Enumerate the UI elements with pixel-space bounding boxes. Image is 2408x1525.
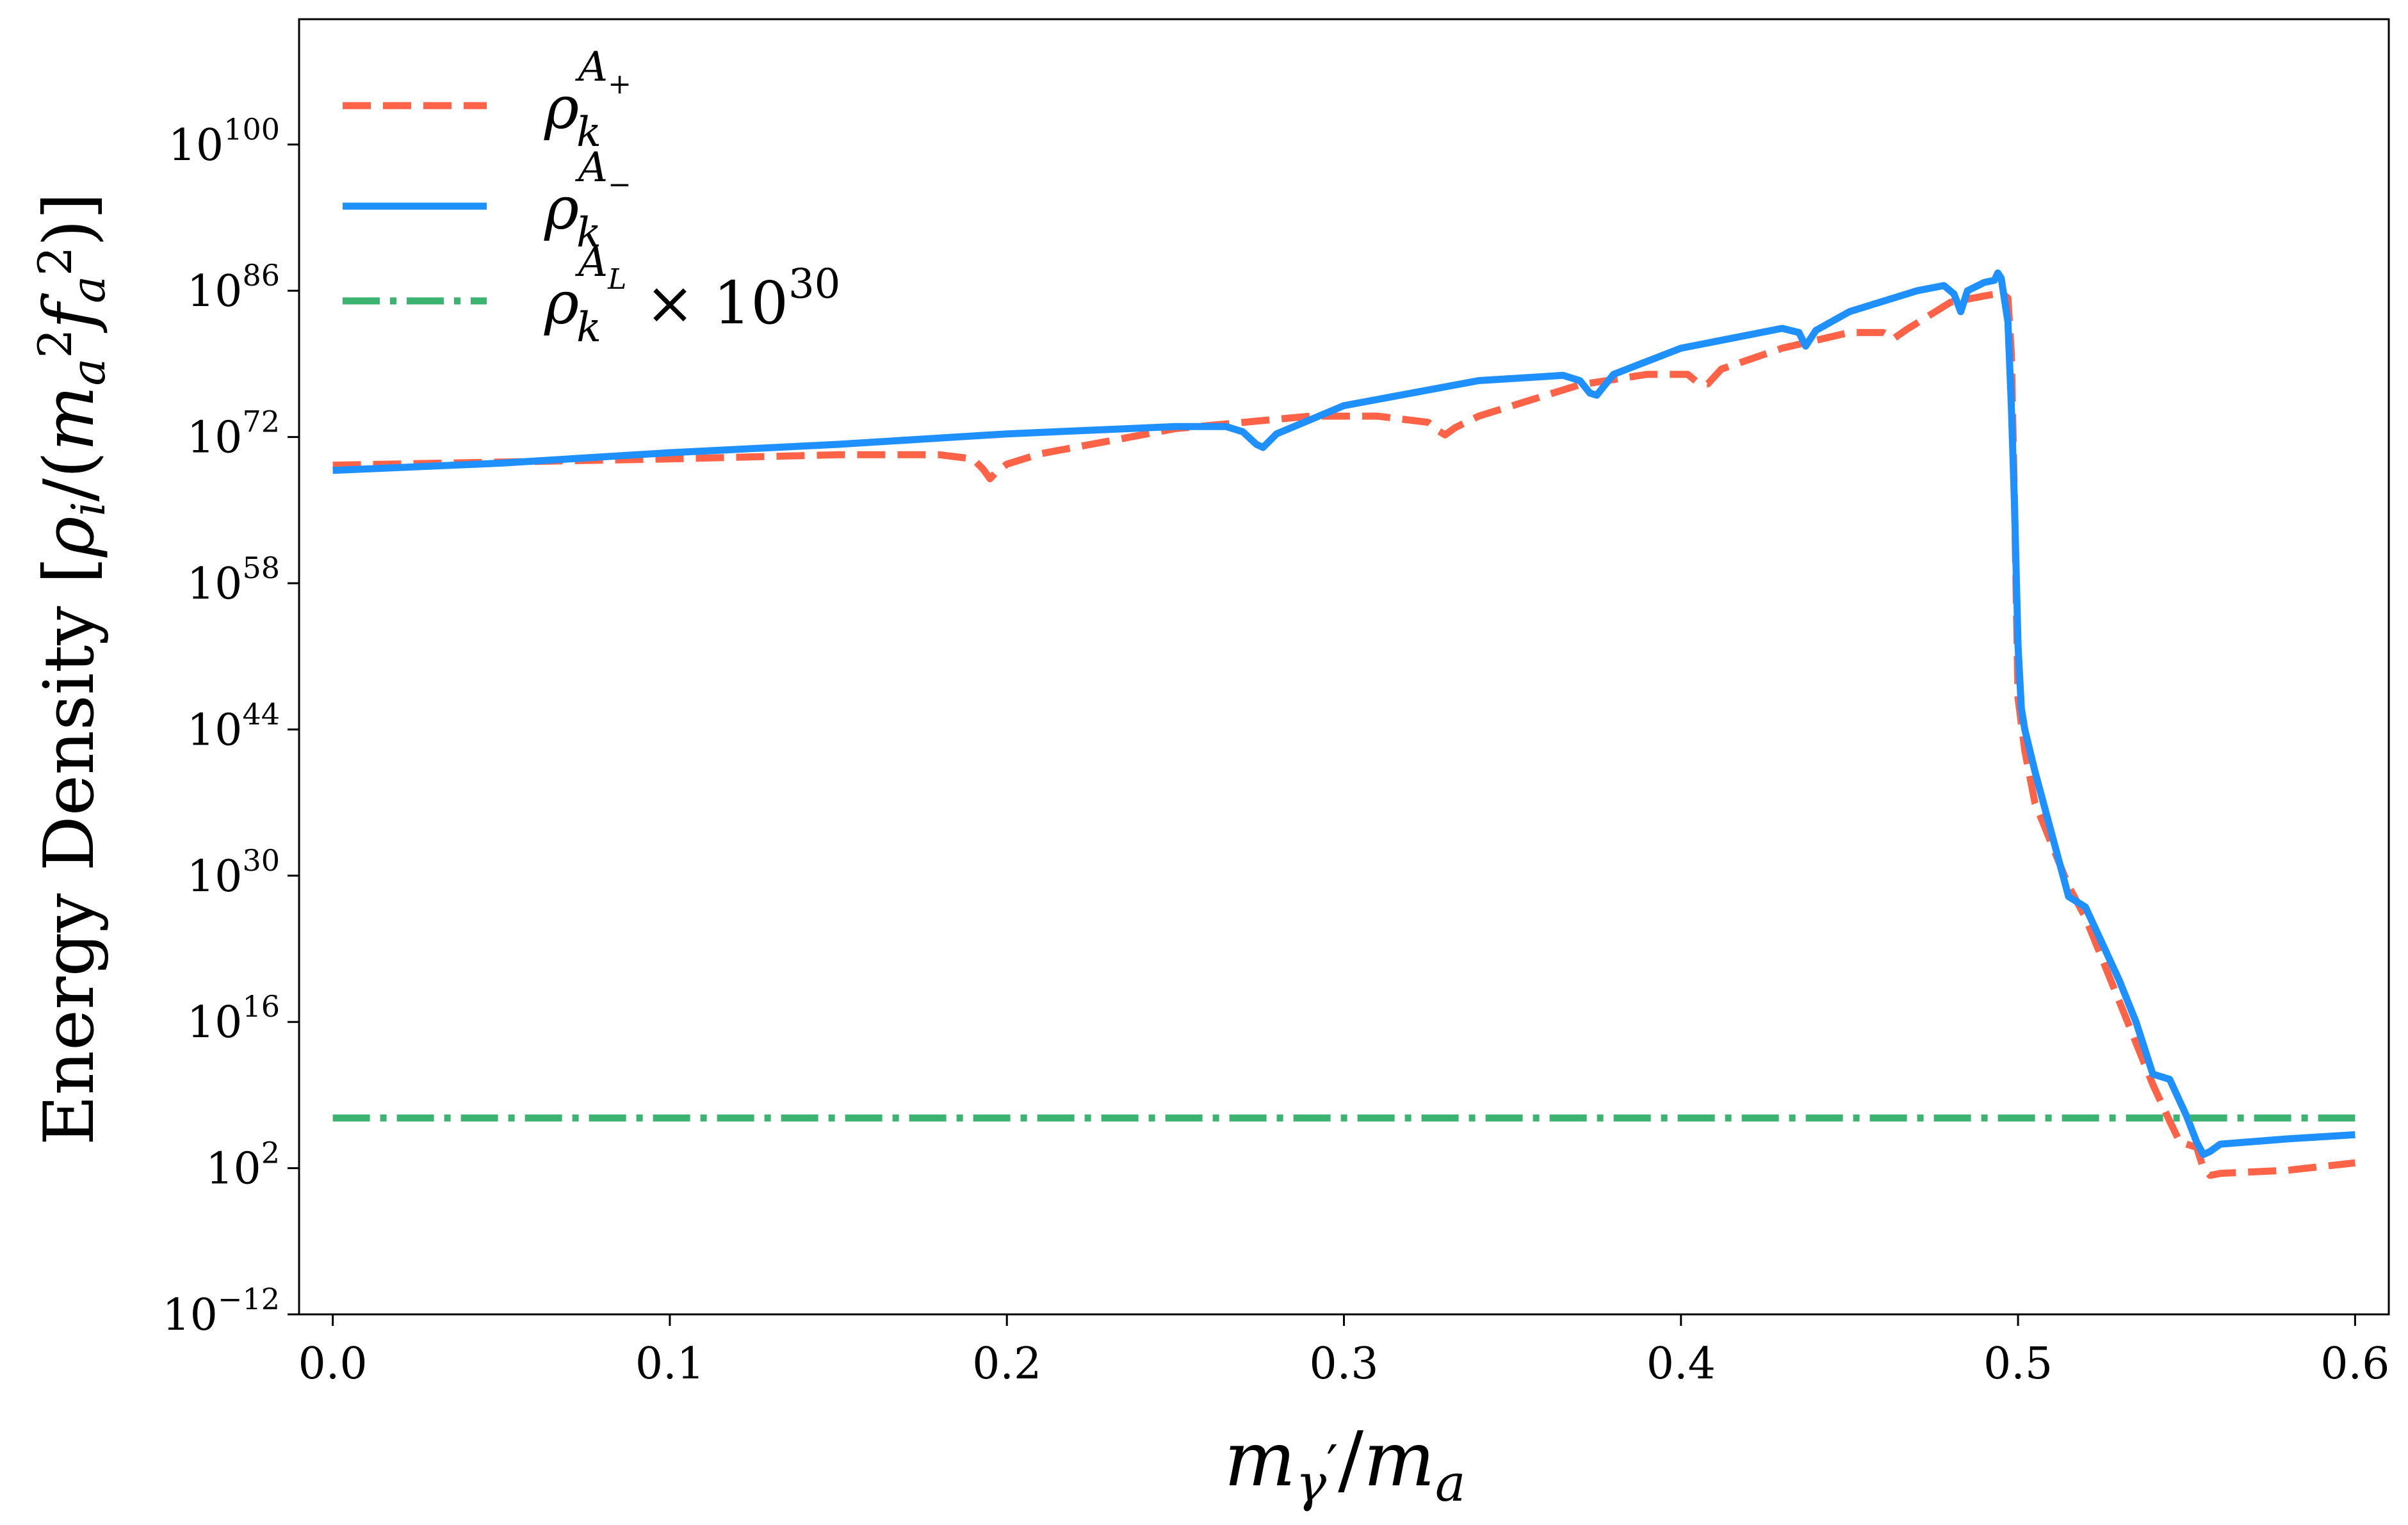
legend-label-a-l: ρkAL × 1030 — [544, 239, 840, 351]
series-line-1 — [332, 289, 2355, 1179]
y-tick-label: 1044 — [187, 697, 280, 755]
series-line-2 — [332, 269, 2355, 1158]
y-tick-label: 1030 — [187, 843, 280, 902]
y-tick-label: 1072 — [187, 405, 280, 464]
x-tick-label: 0.1 — [635, 1339, 704, 1389]
x-axis-title: mγ′/ma — [1224, 1415, 1465, 1513]
x-tick-label: 0.5 — [1983, 1339, 2053, 1389]
x-axis: 0.0 0.1 0.2 0.3 0.4 0.5 0.6 — [298, 1314, 2389, 1389]
y-tick-label: 10100 — [168, 112, 280, 171]
legend-label-a-plus: ρkA+ — [544, 44, 631, 156]
y-tick-label: 1058 — [187, 551, 280, 609]
y-tick-label: 1086 — [187, 258, 280, 317]
y-tick-label: 102 — [206, 1136, 280, 1195]
legend-label-a-minus: ρkA− — [544, 144, 631, 257]
legend: ρkA+ ρkA− ρkAL × 1030 — [343, 44, 840, 351]
y-tick-label: 10−12 — [162, 1282, 280, 1341]
x-tick-label: 0.3 — [1309, 1339, 1378, 1389]
y-tick-label: 1016 — [187, 989, 280, 1048]
y-axis: 10−12 102 1016 1030 1044 1058 1072 1086 10100 — [162, 112, 299, 1341]
x-tick-label: 0.4 — [1647, 1339, 1716, 1389]
x-tick-label: 0.6 — [2320, 1339, 2389, 1389]
y-axis-title: Energy Density [ρi/(ma2fa2)] — [28, 193, 115, 1146]
x-tick-label: 0.0 — [298, 1339, 368, 1389]
plot-layer: 0.0 0.1 0.2 0.3 0.4 0.5 0.6 10−12 102 1016 1030 104… — [162, 18, 2390, 1389]
x-tick-label: 0.2 — [972, 1339, 1041, 1389]
